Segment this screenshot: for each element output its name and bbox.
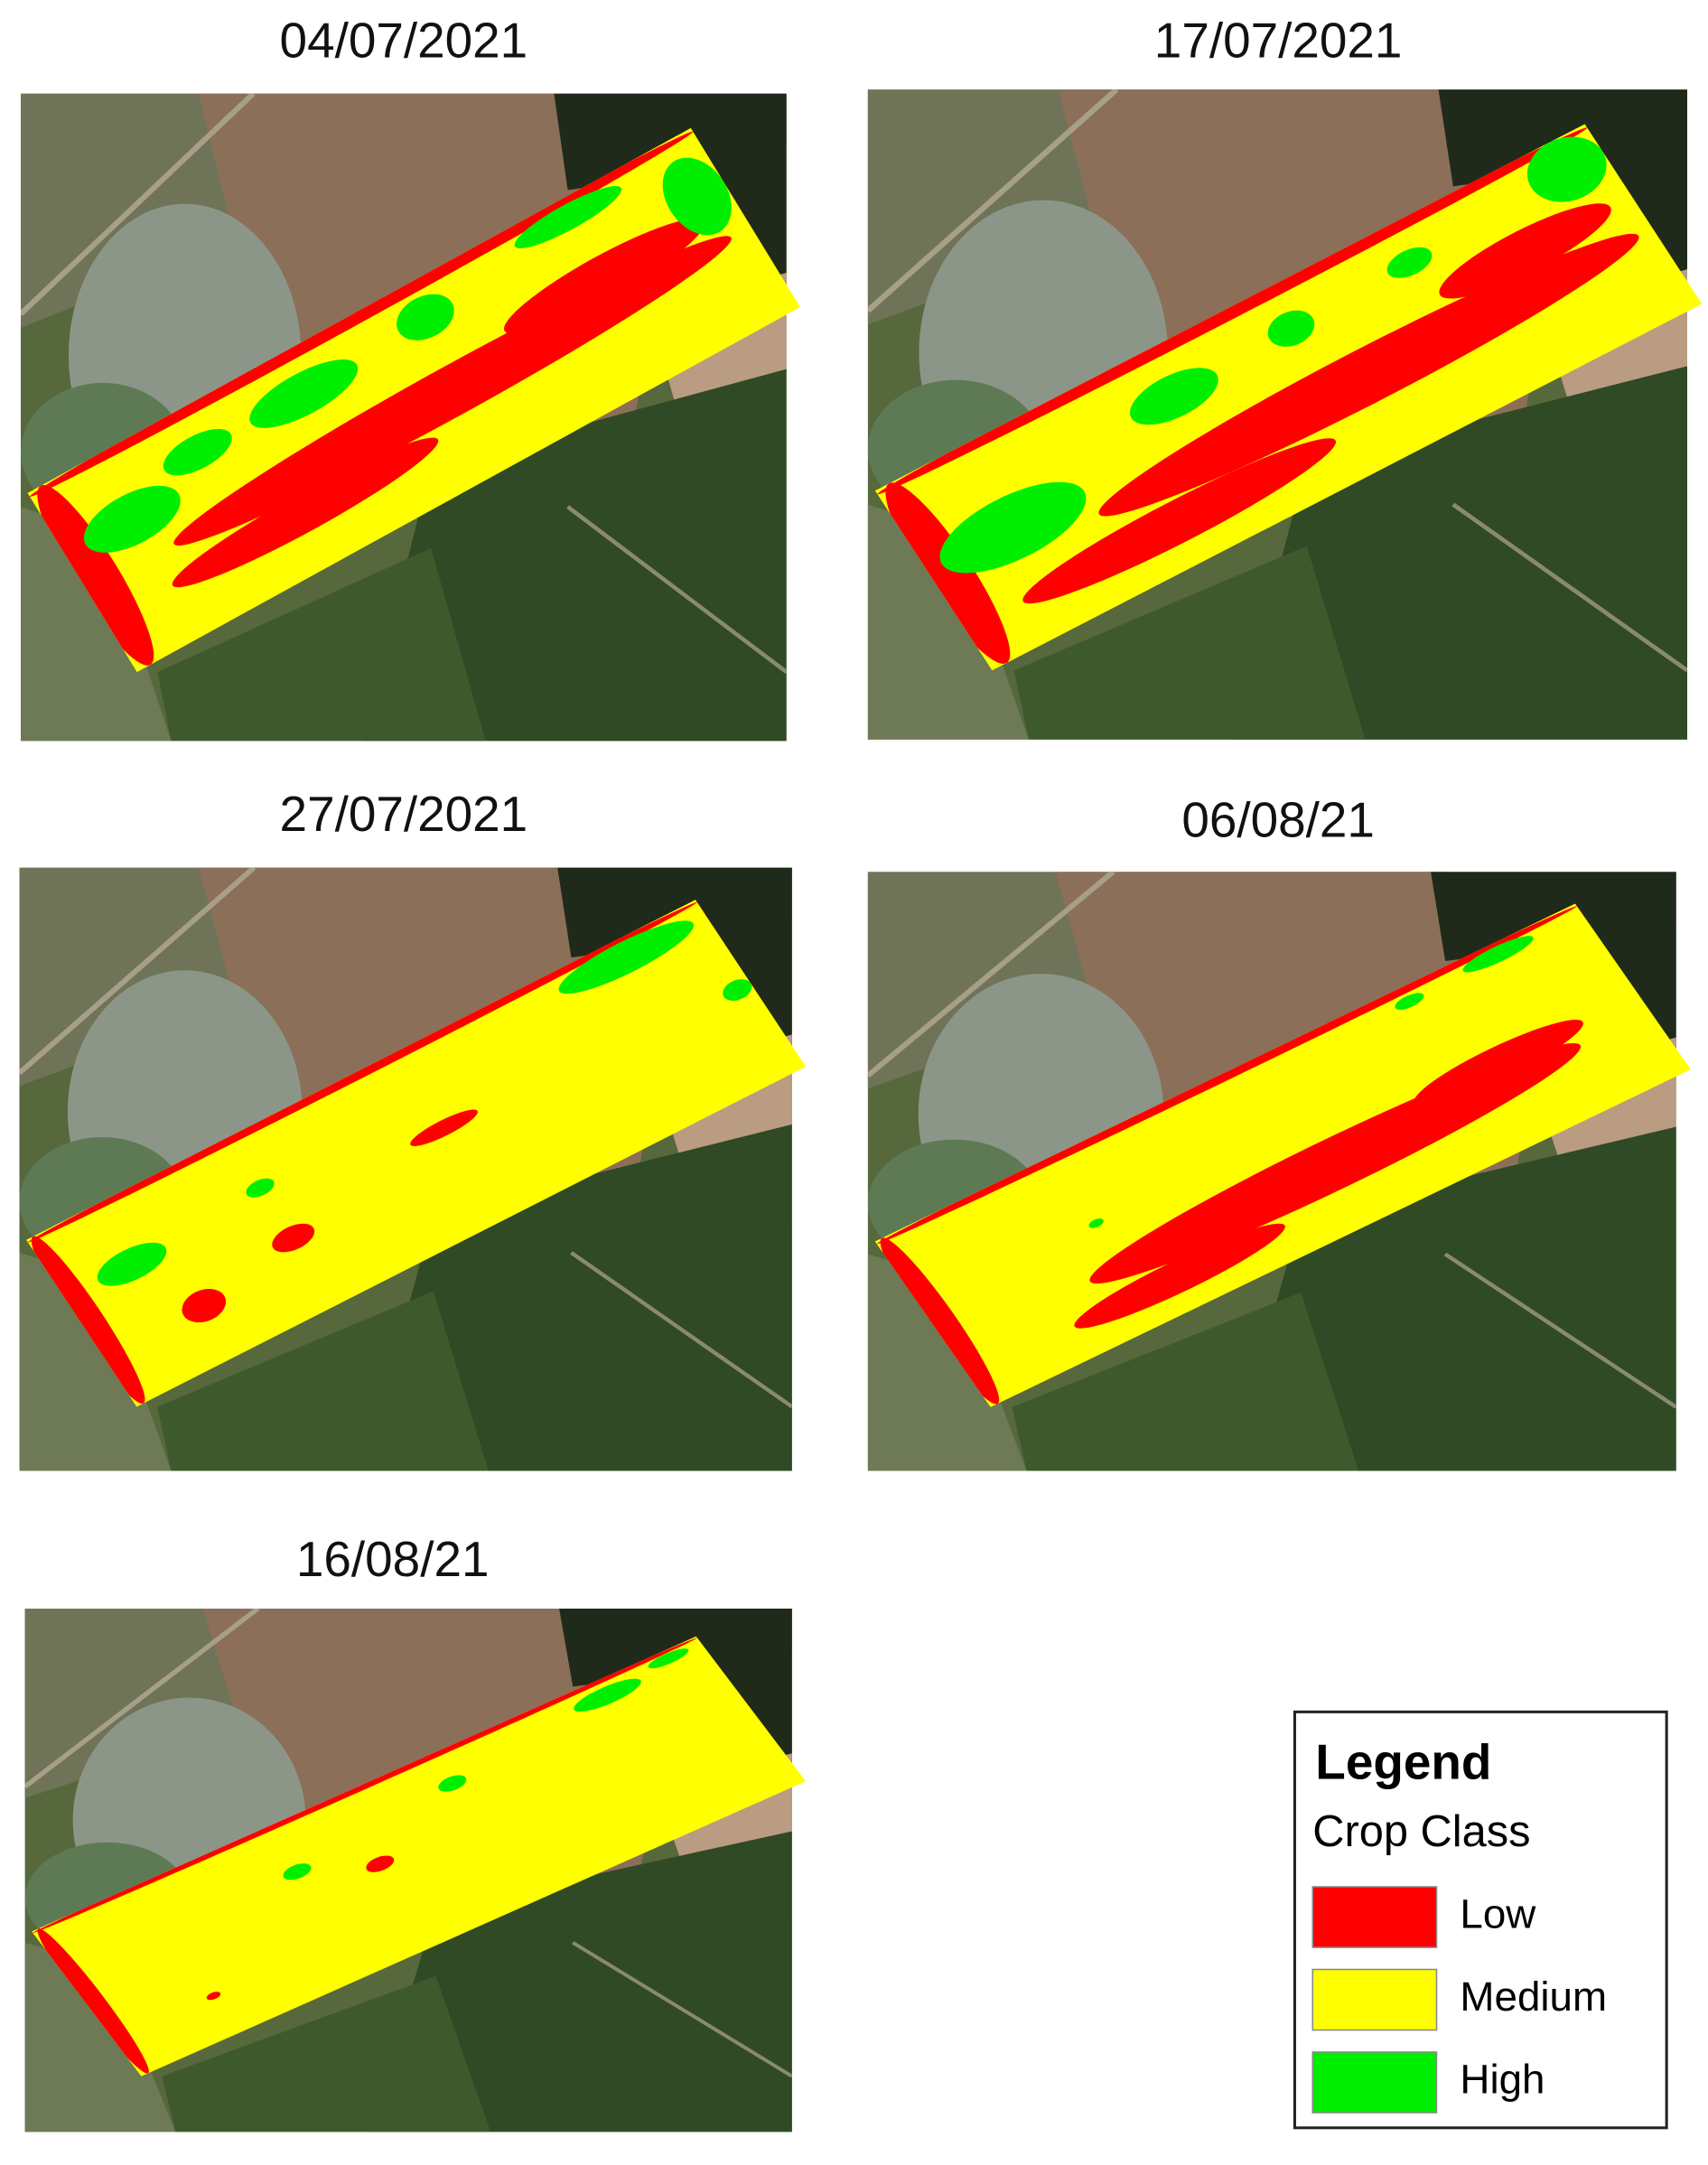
class-patch bbox=[272, 1223, 315, 1253]
class-patch bbox=[1386, 247, 1433, 278]
class-patch bbox=[1022, 438, 1337, 604]
crop-field bbox=[874, 124, 1703, 671]
class-patch bbox=[182, 1288, 227, 1323]
field-medium bbox=[26, 900, 807, 1407]
crop-field bbox=[26, 900, 807, 1407]
class-patch bbox=[173, 236, 732, 546]
legend-label: Low bbox=[1460, 1891, 1536, 1937]
map-panel bbox=[867, 872, 1691, 1470]
legend-subtitle: Crop Class bbox=[1312, 1807, 1530, 1856]
class-patch bbox=[1074, 1223, 1285, 1329]
class-patch bbox=[246, 1178, 275, 1198]
class-patch bbox=[939, 481, 1087, 574]
legend-swatch bbox=[1311, 1886, 1438, 1948]
class-patch bbox=[29, 131, 694, 497]
legend-label: High bbox=[1460, 2057, 1545, 2103]
class-patch bbox=[1439, 203, 1611, 299]
class-patch bbox=[397, 294, 454, 341]
field-classes bbox=[877, 127, 1639, 664]
class-patch bbox=[249, 359, 359, 428]
class-patch bbox=[37, 1928, 149, 2074]
class-patch bbox=[1088, 1218, 1104, 1228]
field-classes bbox=[27, 901, 752, 1404]
class-patch bbox=[1089, 1042, 1582, 1284]
class-patch bbox=[83, 485, 181, 553]
legend-swatch bbox=[1311, 1968, 1438, 2031]
class-patch bbox=[876, 906, 1577, 1245]
class-patch bbox=[514, 186, 622, 248]
crop-field bbox=[27, 127, 800, 673]
class-patch bbox=[163, 428, 232, 476]
class-patch bbox=[410, 1109, 478, 1146]
legend-swatch bbox=[1311, 2051, 1438, 2114]
class-patch bbox=[877, 127, 1588, 495]
class-patch bbox=[37, 485, 154, 666]
panel-date: 16/08/21 bbox=[296, 1531, 490, 1587]
field-classes bbox=[29, 131, 732, 666]
class-patch bbox=[504, 219, 705, 334]
class-patch bbox=[880, 1237, 1000, 1404]
class-patch bbox=[438, 1775, 467, 1792]
class-patch bbox=[1267, 310, 1315, 347]
class-patch bbox=[648, 1648, 689, 1669]
class-patch bbox=[662, 157, 732, 236]
class-patch bbox=[283, 1863, 312, 1880]
panel-date: 06/08/21 bbox=[1181, 791, 1375, 847]
field-medium bbox=[874, 903, 1691, 1407]
class-patch bbox=[1395, 993, 1424, 1010]
legend-label: Medium bbox=[1460, 1974, 1607, 2020]
class-patch bbox=[172, 437, 439, 588]
map-panel bbox=[18, 868, 807, 1471]
class-patch bbox=[1129, 368, 1218, 425]
class-patch bbox=[1098, 233, 1639, 517]
class-patch bbox=[723, 979, 752, 1001]
legend-title: Legend bbox=[1315, 1733, 1491, 1789]
class-patch bbox=[97, 1242, 167, 1286]
panel-date: 04/07/2021 bbox=[280, 12, 528, 68]
legend: Legend Crop Class Low Medium High bbox=[1293, 1710, 1668, 2130]
class-patch bbox=[1462, 936, 1534, 973]
class-patch bbox=[1526, 136, 1607, 202]
class-patch bbox=[27, 901, 697, 1243]
class-patch bbox=[33, 1638, 697, 1934]
class-patch bbox=[366, 1855, 395, 1872]
crop-field bbox=[874, 903, 1691, 1407]
class-patch bbox=[574, 1678, 641, 1712]
class-patch bbox=[31, 1236, 145, 1404]
field-classes bbox=[876, 906, 1583, 1404]
map-panel bbox=[866, 89, 1703, 740]
class-patch bbox=[206, 1992, 221, 2001]
map-panel bbox=[25, 1609, 807, 2132]
map-panel bbox=[19, 94, 800, 742]
panel-date: 27/07/2021 bbox=[280, 786, 528, 842]
field-medium bbox=[32, 1636, 807, 2076]
panel-date: 17/07/2021 bbox=[1154, 12, 1403, 68]
class-patch bbox=[1414, 1019, 1583, 1106]
class-patch bbox=[885, 482, 1011, 664]
class-patch bbox=[558, 920, 695, 994]
crop-field bbox=[32, 1636, 807, 2076]
field-classes bbox=[33, 1638, 697, 2074]
